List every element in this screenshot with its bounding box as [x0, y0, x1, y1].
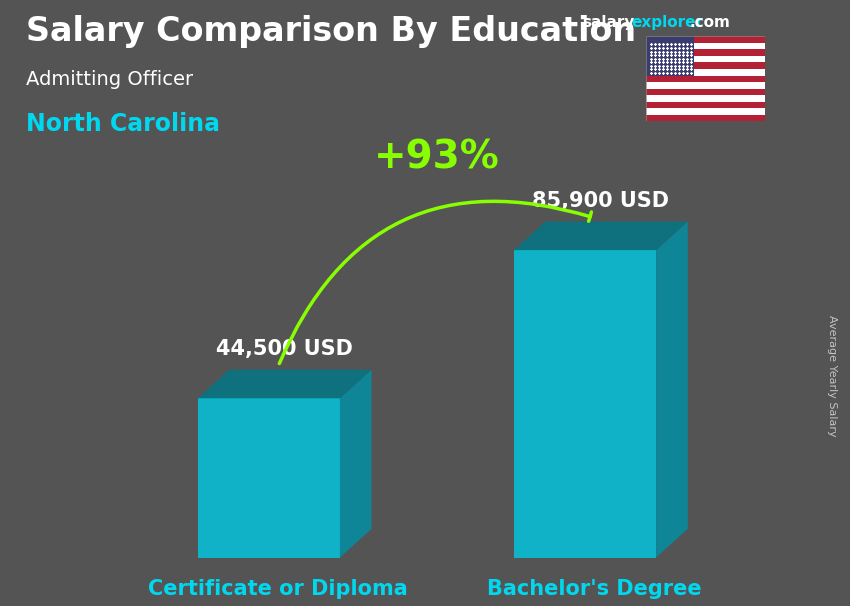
Text: Bachelor's Degree: Bachelor's Degree [487, 579, 702, 599]
Bar [646, 82, 765, 88]
Bar [646, 108, 765, 115]
Bar [646, 43, 765, 50]
Bar [646, 56, 765, 62]
Text: Admitting Officer: Admitting Officer [26, 70, 193, 88]
Bar [646, 102, 765, 108]
Text: Salary Comparison By Education: Salary Comparison By Education [26, 15, 636, 48]
Text: 44,500 USD: 44,500 USD [216, 339, 353, 359]
Polygon shape [656, 222, 688, 558]
Text: North Carolina: North Carolina [26, 112, 219, 136]
Bar [646, 36, 765, 43]
Text: Average Yearly Salary: Average Yearly Salary [827, 315, 837, 436]
Polygon shape [513, 250, 656, 558]
Polygon shape [513, 222, 688, 250]
Bar [646, 36, 694, 76]
Bar [646, 88, 765, 95]
Polygon shape [197, 398, 340, 558]
Text: .com: .com [689, 15, 730, 30]
Bar [646, 62, 765, 69]
Bar [646, 76, 765, 82]
Text: Certificate or Diploma: Certificate or Diploma [149, 579, 408, 599]
Text: salary: salary [582, 15, 635, 30]
Bar [646, 69, 765, 76]
Polygon shape [197, 370, 371, 398]
Polygon shape [340, 370, 371, 558]
Text: 85,900 USD: 85,900 USD [532, 191, 669, 211]
Text: explorer: explorer [632, 15, 704, 30]
Bar [646, 50, 765, 56]
Bar [646, 95, 765, 102]
Text: +93%: +93% [373, 138, 499, 176]
Bar [646, 115, 765, 121]
